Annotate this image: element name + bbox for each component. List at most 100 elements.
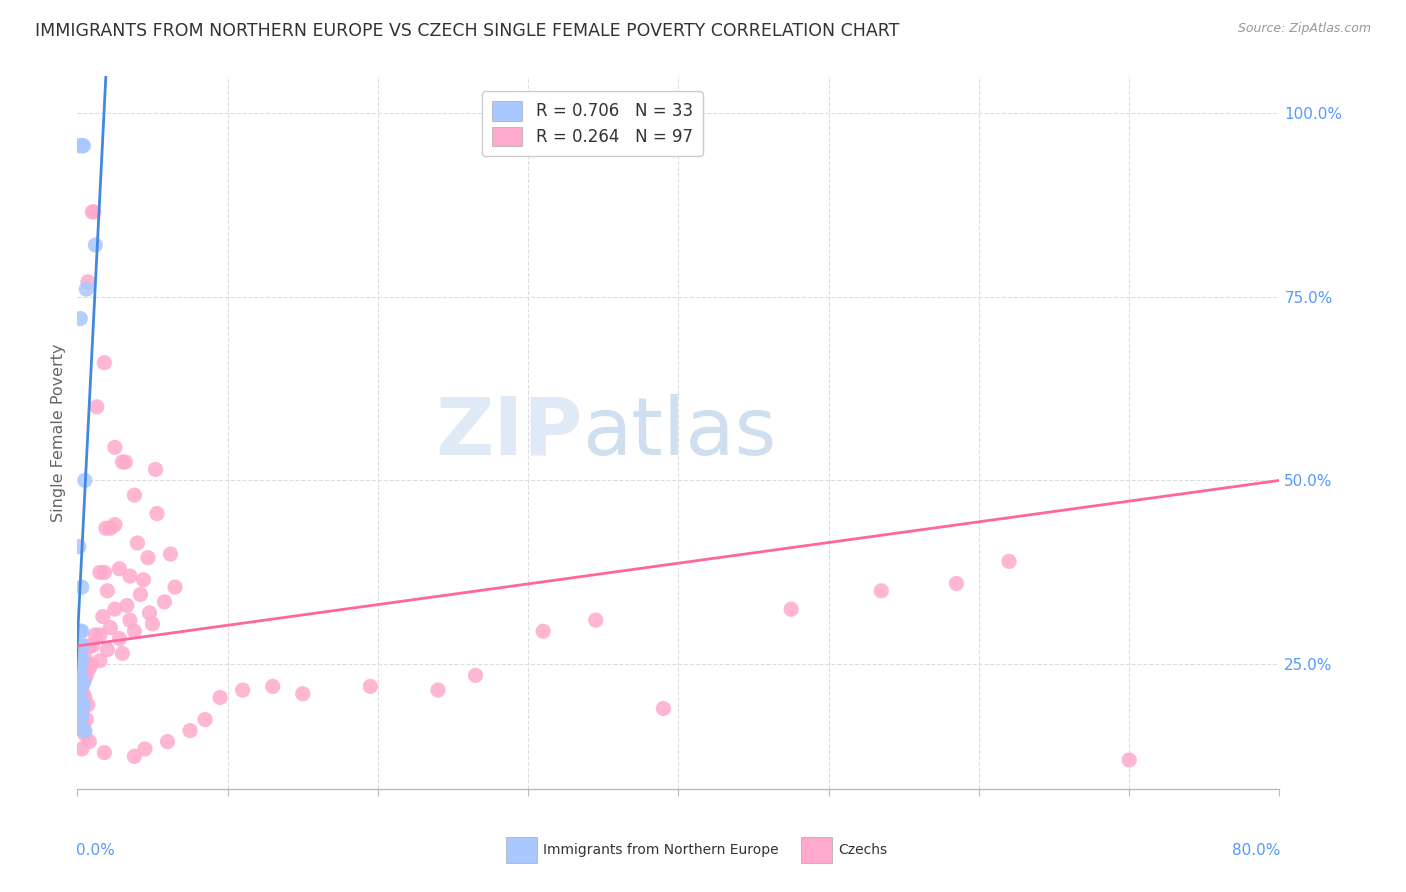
Point <box>89 654 111 668</box>
Text: atlas: atlas <box>582 393 776 472</box>
Point <box>115 599 138 613</box>
Point <box>70 709 93 723</box>
Point <box>70 713 93 727</box>
Point <box>76 275 98 289</box>
Point <box>100 521 122 535</box>
Point <box>585 613 607 627</box>
Point <box>945 576 967 591</box>
Point <box>67 701 90 715</box>
Legend: R = 0.706   N = 33, R = 0.264   N = 97: R = 0.706 N = 33, R = 0.264 N = 97 <box>482 91 703 156</box>
Point <box>67 687 90 701</box>
Point <box>89 566 111 580</box>
Point <box>86 400 108 414</box>
Point <box>73 661 96 675</box>
Point <box>118 613 141 627</box>
Point <box>111 646 134 660</box>
Text: Czechs: Czechs <box>838 843 887 857</box>
Point <box>75 713 97 727</box>
Point <box>83 205 105 219</box>
Point <box>72 698 94 712</box>
Point <box>100 621 122 635</box>
Point <box>145 462 167 476</box>
Point <box>72 675 94 690</box>
Point <box>73 650 96 665</box>
Y-axis label: Single Female Poverty: Single Female Poverty <box>51 343 66 522</box>
Point <box>70 742 93 756</box>
Point <box>69 311 91 326</box>
Point <box>427 683 450 698</box>
Point <box>179 723 201 738</box>
Text: Immigrants from Northern Europe: Immigrants from Northern Europe <box>543 843 779 857</box>
Point <box>69 675 91 690</box>
Point <box>69 668 91 682</box>
Point <box>69 646 91 660</box>
Point <box>69 690 91 705</box>
Point <box>129 587 152 601</box>
Point <box>118 569 141 583</box>
Point <box>136 550 159 565</box>
Point <box>80 657 103 672</box>
Point <box>70 654 93 668</box>
Point <box>70 661 93 675</box>
Point <box>127 536 149 550</box>
Point <box>194 713 217 727</box>
Point <box>79 639 101 653</box>
Point <box>69 709 91 723</box>
Point <box>84 238 107 252</box>
Point <box>291 687 314 701</box>
Point <box>108 562 131 576</box>
Point <box>124 749 146 764</box>
Point <box>70 698 93 712</box>
Point <box>72 720 94 734</box>
Point <box>209 690 232 705</box>
Text: IMMIGRANTS FROM NORTHERN EUROPE VS CZECH SINGLE FEMALE POVERTY CORRELATION CHART: IMMIGRANTS FROM NORTHERN EUROPE VS CZECH… <box>35 22 900 40</box>
Point <box>93 356 115 370</box>
Point <box>70 675 93 690</box>
Point <box>70 138 93 153</box>
Point <box>67 646 90 660</box>
Point <box>1118 753 1140 767</box>
Point <box>159 547 181 561</box>
Point <box>73 690 96 705</box>
Point <box>79 661 101 675</box>
Point <box>72 687 94 701</box>
Text: 0.0%: 0.0% <box>76 843 115 858</box>
Text: ZIP: ZIP <box>434 393 582 472</box>
Point <box>75 668 97 682</box>
Point <box>124 488 146 502</box>
Point <box>464 668 486 682</box>
Point <box>84 628 107 642</box>
Point <box>70 639 93 653</box>
Point <box>104 517 127 532</box>
Point <box>72 138 94 153</box>
Point <box>73 474 96 488</box>
Point <box>70 680 93 694</box>
Point <box>359 680 381 694</box>
Point <box>70 580 93 594</box>
Point <box>69 624 91 639</box>
Point <box>870 583 893 598</box>
Point <box>72 675 94 690</box>
Point <box>114 455 136 469</box>
Point <box>67 138 90 153</box>
Point <box>73 639 96 653</box>
Point <box>82 639 104 653</box>
Point <box>96 583 118 598</box>
Point <box>72 665 94 679</box>
Point <box>67 687 90 701</box>
Point <box>108 632 131 646</box>
Point <box>70 672 93 686</box>
Point <box>69 683 91 698</box>
Point <box>67 680 90 694</box>
Point <box>91 609 114 624</box>
Point <box>73 727 96 741</box>
Point <box>67 540 90 554</box>
Point <box>67 624 90 639</box>
Point <box>72 723 94 738</box>
Point <box>94 521 117 535</box>
Point <box>104 602 127 616</box>
Point <box>146 507 169 521</box>
Point <box>156 734 179 748</box>
Point <box>73 723 96 738</box>
Point <box>262 680 284 694</box>
